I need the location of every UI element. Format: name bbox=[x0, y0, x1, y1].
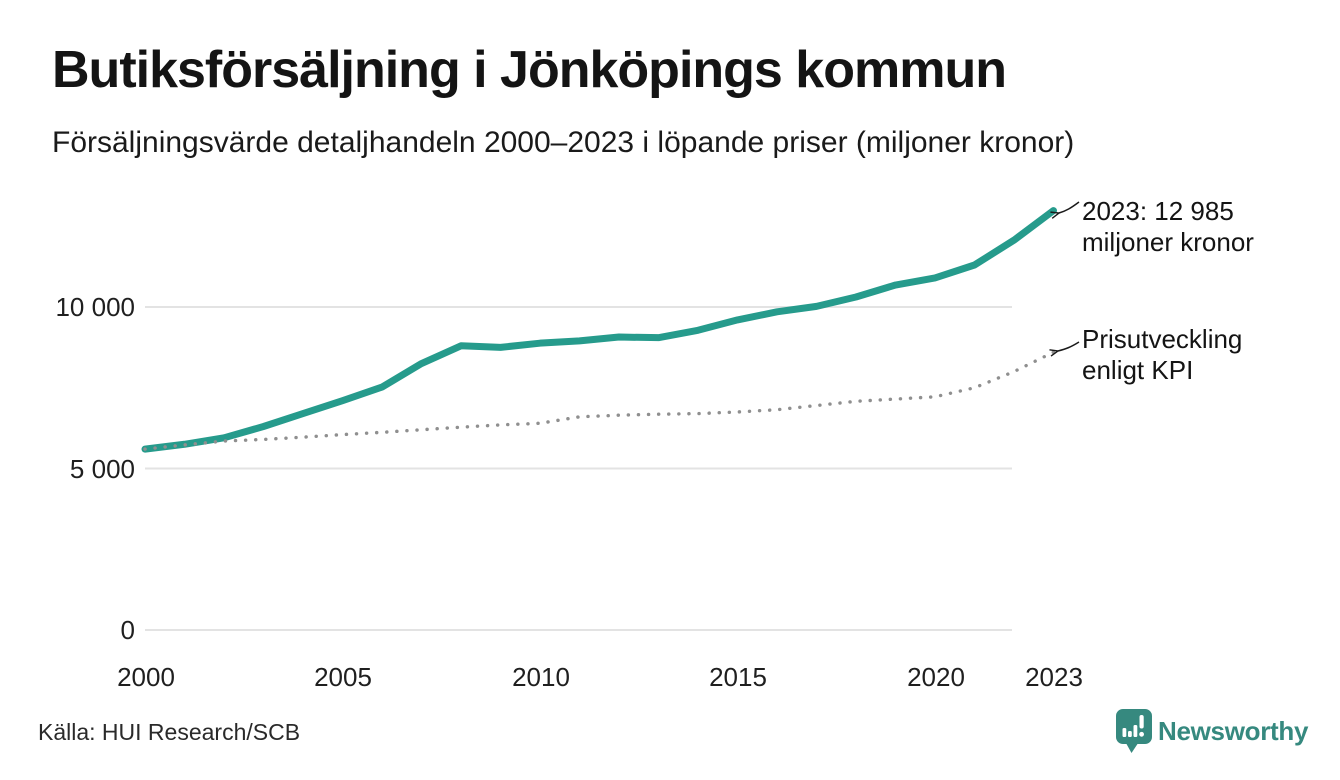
logo-exclamation-dot bbox=[1139, 731, 1144, 737]
page-title: Butiksförsäljning i Jönköpings kommun bbox=[52, 41, 1007, 99]
logo-bar-3 bbox=[1133, 725, 1138, 737]
source-attribution: Källa: HUI Research/SCB bbox=[38, 719, 301, 745]
logo-exclamation-bar bbox=[1139, 715, 1144, 729]
x-tick-label-2020: 2020 bbox=[907, 662, 965, 692]
x-tick-label-2000: 2000 bbox=[117, 662, 175, 692]
annotation-kpi-line1: Prisutveckling bbox=[1082, 324, 1243, 354]
y-tick-label-5000: 5 000 bbox=[69, 454, 135, 484]
page-subtitle: Försäljningsvärde detaljhandeln 2000–202… bbox=[52, 126, 1075, 159]
y-tick-label-10000: 10 000 bbox=[55, 292, 135, 322]
newsworthy-brand-name[interactable]: Newsworthy bbox=[1158, 716, 1309, 746]
gridlines bbox=[145, 306, 1012, 631]
x-tick-label-2023: 2023 bbox=[1025, 662, 1083, 692]
x-tick-label-2005: 2005 bbox=[314, 662, 372, 692]
y-tick-label-0: 0 bbox=[120, 615, 135, 645]
annotation-sales-line1: 2023: 12 985 bbox=[1082, 196, 1234, 226]
annotation-kpi-label: Prisutveckling enligt KPI bbox=[1082, 324, 1242, 386]
newsworthy-logo-icon[interactable] bbox=[1115, 709, 1157, 755]
annotation-arrow-kpi bbox=[1058, 341, 1080, 351]
logo-bar-1 bbox=[1122, 728, 1127, 737]
series-line-kpi bbox=[143, 350, 1056, 451]
data-series bbox=[141, 207, 1057, 453]
annotation-arrow-sales bbox=[1059, 201, 1080, 213]
series-line-sales bbox=[141, 207, 1057, 453]
x-tick-label-2015: 2015 bbox=[709, 662, 767, 692]
x-tick-label-2010: 2010 bbox=[512, 662, 570, 692]
logo-bar-2 bbox=[1128, 731, 1132, 737]
annotation-kpi-line2: enligt KPI bbox=[1082, 355, 1194, 385]
annotation-sales-value: 2023: 12 985 miljoner kronor bbox=[1082, 196, 1254, 258]
annotation-sales-line2: miljoner kronor bbox=[1082, 227, 1254, 257]
